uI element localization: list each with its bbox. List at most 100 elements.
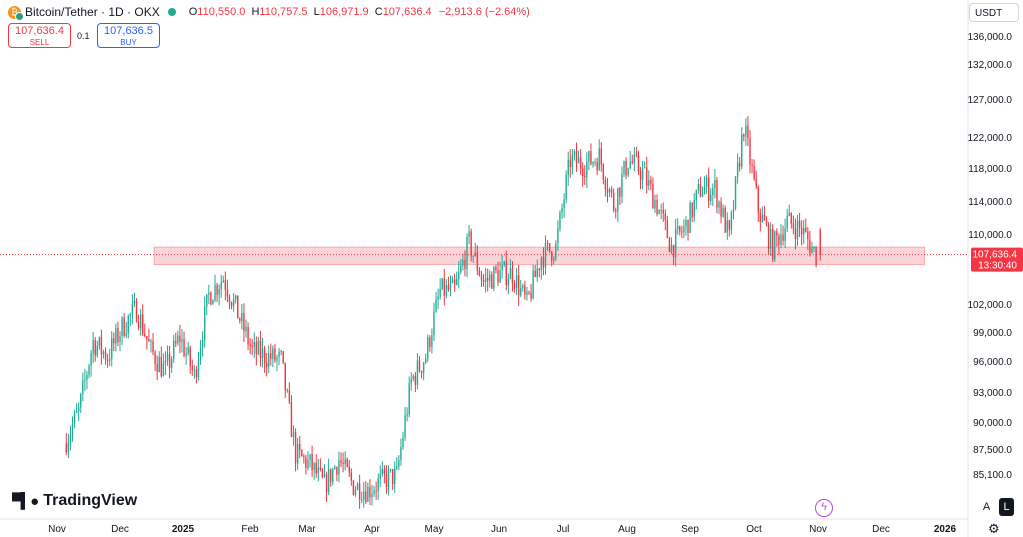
candle-body xyxy=(414,376,417,385)
x-tick-label: Oct xyxy=(746,524,762,535)
candle-body xyxy=(164,360,167,364)
candle-body xyxy=(600,148,602,165)
candle-body xyxy=(689,202,691,233)
candle-body xyxy=(420,371,423,373)
candle-body xyxy=(230,302,233,307)
buy-price: 107,636.5 xyxy=(104,25,153,37)
tradingview-logo[interactable]: ▀▍● TradingView xyxy=(12,492,137,510)
candle-body xyxy=(774,231,776,260)
candle-body xyxy=(557,228,559,244)
candle-body xyxy=(654,200,656,209)
candle-body xyxy=(199,347,202,360)
candle-body xyxy=(809,239,811,254)
candle-body xyxy=(486,277,489,281)
candle-body xyxy=(80,394,82,408)
candle-body xyxy=(573,151,576,156)
candle-body xyxy=(462,259,464,266)
candle-body xyxy=(317,467,319,474)
candle-body xyxy=(358,483,361,500)
y-tick-label: 96,000.0 xyxy=(973,357,1012,368)
candle-body xyxy=(579,157,582,169)
candle-body xyxy=(69,434,72,443)
candle-body xyxy=(520,287,522,296)
candle-body xyxy=(561,208,563,213)
candle-body xyxy=(173,341,175,359)
candle-body xyxy=(563,199,565,209)
candle-body xyxy=(108,359,111,361)
x-tick-label: 2025 xyxy=(172,524,195,535)
high-value: 110,757.5 xyxy=(259,6,308,18)
sell-button[interactable]: 107,636.4 SELL xyxy=(8,23,71,48)
candle-body xyxy=(660,209,662,211)
candle-body xyxy=(811,246,813,254)
tradingview-wordmark: TradingView xyxy=(43,492,138,509)
candle-body xyxy=(565,175,567,200)
candle-body xyxy=(621,174,623,197)
candle-body xyxy=(410,378,412,384)
candle-body xyxy=(586,161,588,178)
symbol-legend: ₿ Bitcoin/Tether · 1D · OKX O110,550.0 H… xyxy=(8,4,530,21)
x-tick-label: Mar xyxy=(298,524,316,535)
candle-body xyxy=(336,467,338,475)
candle-body xyxy=(522,285,524,288)
candle-body xyxy=(201,339,204,348)
candle-body xyxy=(526,291,528,295)
log-scale-button[interactable]: L xyxy=(999,498,1014,516)
flash-icon[interactable]: ϟ xyxy=(815,499,833,517)
candle-body xyxy=(778,235,780,246)
open-value: 110,550.0 xyxy=(197,6,246,18)
candle-body xyxy=(305,457,307,468)
candle-body xyxy=(780,234,782,246)
support-zone xyxy=(153,246,926,266)
candle-body xyxy=(212,300,214,305)
candle-body xyxy=(158,356,160,372)
candle-body xyxy=(513,283,516,289)
candle-body xyxy=(503,261,505,265)
candle-body xyxy=(635,154,638,156)
candle-body xyxy=(237,295,239,319)
candle-body xyxy=(693,199,695,218)
candle-body xyxy=(460,265,462,272)
gear-icon[interactable]: ⚙ xyxy=(988,521,1000,536)
auto-scale-button[interactable]: A xyxy=(979,498,994,516)
candle-body xyxy=(515,275,518,289)
candle-body xyxy=(156,364,158,372)
candle-body xyxy=(536,268,538,278)
x-tick-label: Nov xyxy=(809,524,827,535)
candle-body xyxy=(623,161,625,175)
candle-body xyxy=(352,480,355,495)
currency-selector[interactable]: USDT xyxy=(969,3,1019,22)
candle-body xyxy=(429,337,431,347)
candle-body xyxy=(759,212,762,222)
candle-body xyxy=(179,335,181,342)
candle-body xyxy=(772,228,774,260)
candle-body xyxy=(425,358,427,363)
buy-button[interactable]: 107,636.5 BUY xyxy=(97,23,160,48)
candle-body xyxy=(265,363,268,367)
candle-body xyxy=(131,303,134,315)
candle-body xyxy=(404,415,406,438)
x-tick-label: Dec xyxy=(872,524,890,535)
candle-body xyxy=(608,189,611,193)
countdown-label: 13:30:40 xyxy=(978,261,1017,272)
candle-body xyxy=(629,161,631,168)
candle-body xyxy=(763,214,766,221)
candle-body xyxy=(84,379,86,381)
candle-body xyxy=(220,282,222,290)
candle-body xyxy=(495,267,497,271)
last-price-label: 107,636.4 xyxy=(973,250,1018,261)
candle-body xyxy=(745,125,747,137)
candle-body xyxy=(784,228,786,241)
candle-body xyxy=(373,490,375,494)
candle-body xyxy=(272,348,274,360)
candle-body xyxy=(197,359,200,378)
candle-body xyxy=(720,201,722,217)
candle-body xyxy=(348,466,350,473)
symbol-title[interactable]: Bitcoin/Tether · 1D · OKX xyxy=(25,5,160,19)
candle-body xyxy=(701,194,704,197)
candle-body xyxy=(334,467,336,470)
candle-body xyxy=(451,279,454,283)
candle-body xyxy=(106,359,109,361)
